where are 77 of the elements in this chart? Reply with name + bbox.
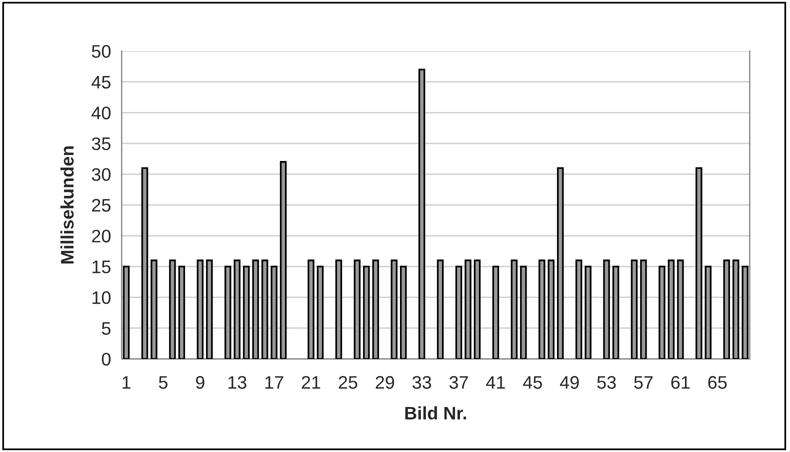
bar bbox=[261, 260, 268, 359]
bar bbox=[363, 266, 370, 359]
bar bbox=[723, 260, 730, 359]
bar bbox=[418, 68, 426, 359]
bar bbox=[372, 260, 380, 359]
bar bbox=[455, 266, 462, 359]
bar bbox=[464, 260, 472, 359]
bar bbox=[630, 260, 638, 359]
y-tick-label: 25 bbox=[92, 198, 110, 212]
bar bbox=[696, 167, 702, 359]
y-tick-label: 35 bbox=[92, 137, 110, 150]
y-tick-label: 45 bbox=[92, 76, 110, 89]
bar bbox=[354, 260, 361, 359]
bar bbox=[141, 167, 148, 359]
bar bbox=[122, 266, 130, 359]
bar bbox=[436, 260, 444, 359]
bar bbox=[242, 266, 250, 359]
y-tick-label: 10 bbox=[92, 291, 111, 304]
x-tick-label: 57 bbox=[634, 376, 653, 389]
bar bbox=[400, 266, 407, 359]
bar bbox=[316, 266, 324, 359]
x-tick-label: 29 bbox=[376, 376, 394, 389]
x-tick-label: 17 bbox=[265, 376, 284, 389]
x-tick-label: 49 bbox=[560, 376, 579, 389]
x-tick-label: 37 bbox=[449, 376, 468, 389]
x-tick-label: 1 bbox=[122, 376, 130, 389]
x-tick-label: 9 bbox=[196, 376, 204, 389]
x-tick-label: 41 bbox=[486, 376, 505, 389]
x-tick-label: 21 bbox=[302, 376, 320, 389]
bar bbox=[538, 260, 546, 359]
bar bbox=[308, 260, 314, 359]
bar bbox=[150, 260, 158, 359]
bar bbox=[280, 161, 287, 359]
y-axis-title: Millisekunden bbox=[60, 146, 74, 264]
bar bbox=[492, 266, 500, 359]
bar bbox=[584, 266, 592, 359]
y-tick-label: 15 bbox=[92, 260, 110, 274]
bar bbox=[658, 266, 666, 359]
x-tick-label: 65 bbox=[708, 376, 727, 389]
bar bbox=[206, 260, 213, 359]
bar bbox=[270, 266, 278, 359]
bar bbox=[603, 260, 610, 359]
bar bbox=[335, 260, 342, 359]
x-tick-label: 25 bbox=[338, 376, 358, 389]
bar bbox=[169, 260, 176, 359]
x-tick-label: 53 bbox=[597, 376, 616, 389]
bar bbox=[704, 266, 712, 359]
bar bbox=[668, 260, 675, 359]
x-tick-label: 61 bbox=[671, 376, 690, 389]
bar bbox=[575, 260, 582, 359]
y-tick-label: 50 bbox=[92, 45, 111, 58]
bar bbox=[234, 260, 240, 359]
bar bbox=[556, 167, 564, 359]
x-tick-label: 5 bbox=[158, 376, 168, 389]
x-axis-title: Bild Nr. bbox=[405, 406, 466, 420]
y-tick-label: 40 bbox=[92, 106, 111, 120]
bar bbox=[612, 266, 620, 359]
bar bbox=[390, 260, 398, 359]
bar bbox=[548, 260, 555, 359]
y-tick-label: 30 bbox=[92, 168, 111, 181]
bar bbox=[640, 260, 647, 359]
bar bbox=[196, 260, 204, 359]
bar bbox=[677, 260, 684, 359]
bar bbox=[510, 260, 518, 359]
bar bbox=[252, 260, 259, 359]
y-tick-label: 5 bbox=[102, 322, 110, 335]
bar bbox=[732, 260, 740, 359]
bar bbox=[224, 266, 232, 359]
bar bbox=[520, 266, 527, 359]
bar bbox=[742, 266, 748, 359]
x-tick-label: 33 bbox=[412, 376, 432, 389]
x-tick-label: 13 bbox=[228, 376, 246, 389]
y-tick-label: 20 bbox=[92, 230, 111, 242]
bar bbox=[178, 266, 186, 359]
y-tick-label: 0 bbox=[102, 352, 111, 366]
x-tick-label: 45 bbox=[523, 376, 542, 389]
bar bbox=[474, 260, 481, 359]
